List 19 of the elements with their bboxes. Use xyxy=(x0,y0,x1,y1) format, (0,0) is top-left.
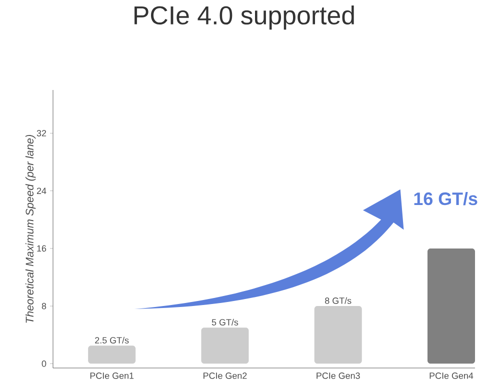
y-axis-title: Theoretical Maximum Speed (per lane) xyxy=(25,134,36,323)
y-tick-label: 0 xyxy=(42,360,46,367)
y-tick-label: 24 xyxy=(36,188,46,194)
y-tick-label: 16 xyxy=(37,245,46,252)
x-tick-label: PCIe Gen1 xyxy=(90,372,134,379)
x-tick-label: PCIe Gen4 xyxy=(430,372,474,379)
data-label: 5 GT/s xyxy=(212,318,238,326)
data-label: 8 GT/s xyxy=(325,297,352,304)
y-tick-label: 8 xyxy=(42,302,46,310)
x-tick-label: PCIe Gen3 xyxy=(316,372,360,379)
chart-title: PCIe 4.0 supported xyxy=(134,6,354,30)
data-label: 2.5 GT/s xyxy=(95,336,129,344)
bar xyxy=(427,248,476,364)
bar xyxy=(314,306,362,364)
data-label: 16 GT/s xyxy=(414,192,478,206)
bar xyxy=(201,328,249,364)
bar xyxy=(88,346,136,364)
y-tick-label: 32 xyxy=(36,130,46,136)
x-tick-label: PCIe Gen2 xyxy=(204,372,247,379)
